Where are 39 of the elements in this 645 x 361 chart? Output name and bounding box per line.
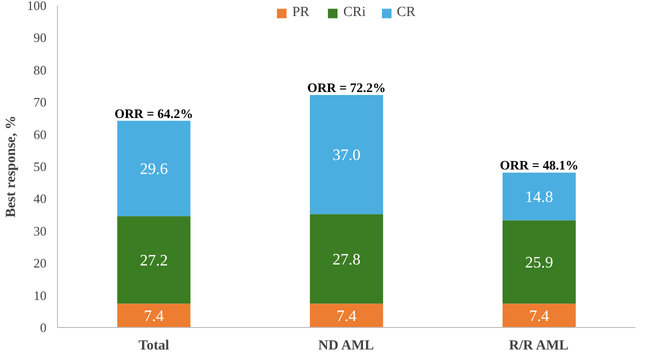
data-label: 7.4 — [529, 308, 550, 326]
y-tick-label: 10 — [34, 288, 46, 303]
y-tick-label: 100 — [27, 0, 46, 13]
y-tick-label: 70 — [34, 94, 46, 110]
bar — [502, 172, 576, 220]
bar — [310, 304, 384, 328]
legend-label: CRi — [343, 5, 366, 21]
y-axis-title: Best response, % — [4, 115, 19, 218]
data-label: 7.4 — [144, 308, 164, 326]
data-label: 14.8 — [525, 188, 554, 206]
data-label: 27.2 — [140, 252, 168, 270]
annotation: ORR = 64.2% — [114, 106, 194, 121]
data-label: 25.9 — [525, 254, 554, 272]
bar — [310, 214, 384, 304]
annotation: ORR = 72.2% — [307, 80, 386, 96]
y-tick-label: 20 — [34, 256, 46, 271]
data-label: 37.0 — [332, 147, 360, 164]
y-tick-label: 90 — [34, 30, 46, 46]
bar — [117, 120, 190, 216]
bar — [117, 216, 190, 304]
y-tick-label: 0 — [40, 320, 46, 335]
bar — [502, 304, 576, 328]
y-tick-label: 40 — [34, 191, 46, 206]
legend-label: CR — [396, 5, 416, 21]
data-label: 29.6 — [140, 160, 168, 178]
y-tick-label: 80 — [34, 62, 46, 78]
bar — [117, 304, 190, 328]
y-tick-label: 30 — [34, 223, 46, 238]
data-label: 7.4 — [336, 308, 356, 326]
y-tick-label: 50 — [34, 159, 46, 174]
x-tick-label: Total — [138, 338, 170, 354]
bar — [310, 95, 384, 214]
x-tick-label: R/R AML — [509, 338, 569, 354]
y-tick-label: 60 — [34, 126, 46, 142]
annotation: ORR = 48.1% — [500, 158, 578, 173]
legend-label: PR — [292, 5, 310, 21]
bar — [502, 220, 576, 304]
x-tick-label: ND AML — [318, 338, 374, 354]
data-label: 27.8 — [332, 251, 360, 268]
